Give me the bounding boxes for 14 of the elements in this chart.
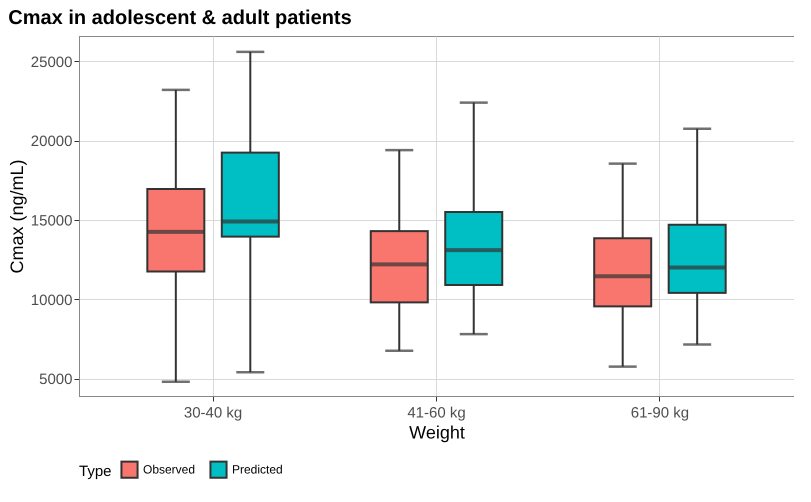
x-tick-label: 41-60 kg xyxy=(407,404,466,422)
legend-title: Type xyxy=(79,463,112,480)
legend-label: Predicted xyxy=(232,462,283,477)
x-axis-title: Weight xyxy=(409,422,465,442)
x-tick-label: 30-40 kg xyxy=(184,404,242,422)
y-tick-label: 5000 xyxy=(39,371,72,388)
y-tick-label: 25000 xyxy=(30,54,72,71)
y-tick-label: 20000 xyxy=(30,133,72,150)
y-tick-label: 10000 xyxy=(30,292,72,309)
chart-title: Cmax in adolescent & adult patients xyxy=(8,7,352,29)
y-axis-title: Cmax (ng/mL) xyxy=(6,159,27,274)
x-tick-label: 61-90 kg xyxy=(630,404,690,422)
y-tick-label: 15000 xyxy=(30,212,72,230)
legend-label: Observed xyxy=(143,462,196,477)
